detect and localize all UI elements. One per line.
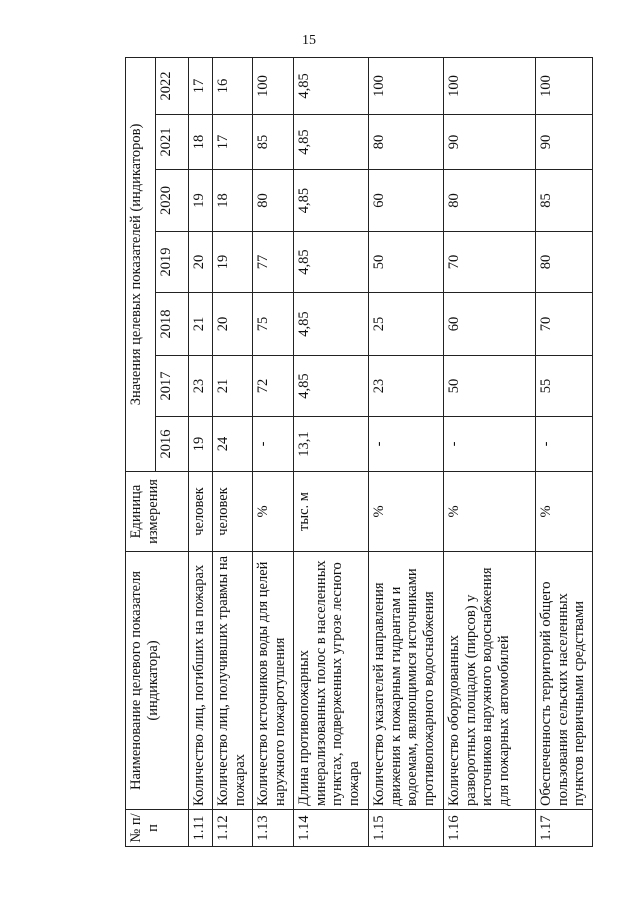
value-cell: - [443,416,536,472]
value-cell: 90 [443,114,536,170]
value-cell: - [368,416,444,472]
value-cell: 50 [443,355,536,417]
indicator-name: Длина противопожарных минерализованных п… [293,551,369,810]
value-cell: 100 [368,57,444,115]
unit-cell: человек [212,471,253,552]
value-cell: 16 [212,57,253,115]
unit-cell: % [252,471,294,552]
row-number: 1.17 [535,809,593,847]
value-cell: 17 [188,57,213,115]
value-cell: 70 [443,231,536,293]
header-year: 2022 [155,57,189,115]
value-cell: 18 [188,114,213,170]
value-cell: 23 [188,355,213,417]
value-cell: 100 [252,57,294,115]
rotated-table-container: № п/п Наименование целевого показателя (… [125,57,593,847]
header-year: 2016 [155,416,189,472]
value-cell: - [252,416,294,472]
indicator-name: Обеспеченность территорий общего пользов… [535,551,593,810]
header-num: № п/п [125,809,189,847]
value-cell: 50 [368,231,444,293]
value-cell: 60 [368,169,444,232]
header-year: 2018 [155,292,189,356]
value-cell: 70 [535,292,593,356]
value-cell: 17 [212,114,253,170]
value-cell: 90 [535,114,593,170]
table-row: 1.16 Количество оборудованных разворотных… [443,57,536,847]
table-row: 1.13 Количество источников воды для целей… [252,57,294,847]
header-year: 2019 [155,231,189,293]
table-row: 1.17 Обеспеченность территорий общего пол… [535,57,593,847]
row-number: 1.16 [443,809,536,847]
value-cell: 85 [252,114,294,170]
value-cell: 85 [535,169,593,232]
value-cell: 4,85 [293,231,369,293]
table-row: 1.15 Количество указателей направления дв… [368,57,444,847]
value-cell: 24 [212,416,253,472]
value-cell: 23 [368,355,444,417]
value-cell: 21 [188,292,213,356]
value-cell: 80 [368,114,444,170]
value-cell: 100 [535,57,593,115]
indicator-name: Количество лиц, погибших на пожарах [188,551,213,810]
indicator-name: Количество оборудованных разворотных пло… [443,551,536,810]
value-cell: 4,85 [293,57,369,115]
value-cell: 19 [188,416,213,472]
value-cell: 20 [188,231,213,293]
row-number: 1.11 [188,809,213,847]
unit-cell: % [368,471,444,552]
row-number: 1.14 [293,809,369,847]
header-year: 2021 [155,114,189,170]
value-cell: 4,85 [293,355,369,417]
value-cell: 77 [252,231,294,293]
unit-cell: % [443,471,536,552]
indicator-name: Количество источников воды для целей нар… [252,551,294,810]
value-cell: 55 [535,355,593,417]
table-row: 1.11 Количество лиц, погибших на пожарах ч… [188,57,213,847]
value-cell: 100 [443,57,536,115]
header-name: Наименование целевого показателя (индика… [125,551,189,810]
page-number: 15 [302,33,316,48]
value-cell: 18 [212,169,253,232]
value-cell: 19 [188,169,213,232]
unit-cell: тыс. м [293,471,369,552]
unit-cell: % [535,471,593,552]
value-cell: 80 [535,231,593,293]
value-cell: 4,85 [293,169,369,232]
row-number: 1.15 [368,809,444,847]
value-cell: 20 [212,292,253,356]
value-cell: 60 [443,292,536,356]
value-cell: 72 [252,355,294,417]
header-values-group: Значения целевых показателей (индикаторо… [125,57,156,472]
value-cell: 21 [212,355,253,417]
value-cell: 75 [252,292,294,356]
value-cell: 80 [443,169,536,232]
row-number: 1.13 [252,809,294,847]
indicator-name: Количество лиц, получивших травмы на пож… [212,551,253,810]
header-unit: Единица измерения [125,471,189,552]
value-cell: 19 [212,231,253,293]
value-cell: 4,85 [293,292,369,356]
value-cell: 13,1 [293,416,369,472]
unit-cell: человек [188,471,213,552]
table-row: 1.12 Количество лиц, получивших травмы на… [212,57,253,847]
header-year: 2017 [155,355,189,417]
indicator-name: Количество указателей направления движен… [368,551,444,810]
value-cell: - [535,416,593,472]
table-row: 1.14 Длина противопожарных минерализованн… [293,57,369,847]
header-year: 2020 [155,169,189,232]
value-cell: 80 [252,169,294,232]
indicators-table: № п/п Наименование целевого показателя (… [125,57,593,847]
row-number: 1.12 [212,809,253,847]
value-cell: 4,85 [293,114,369,170]
value-cell: 25 [368,292,444,356]
